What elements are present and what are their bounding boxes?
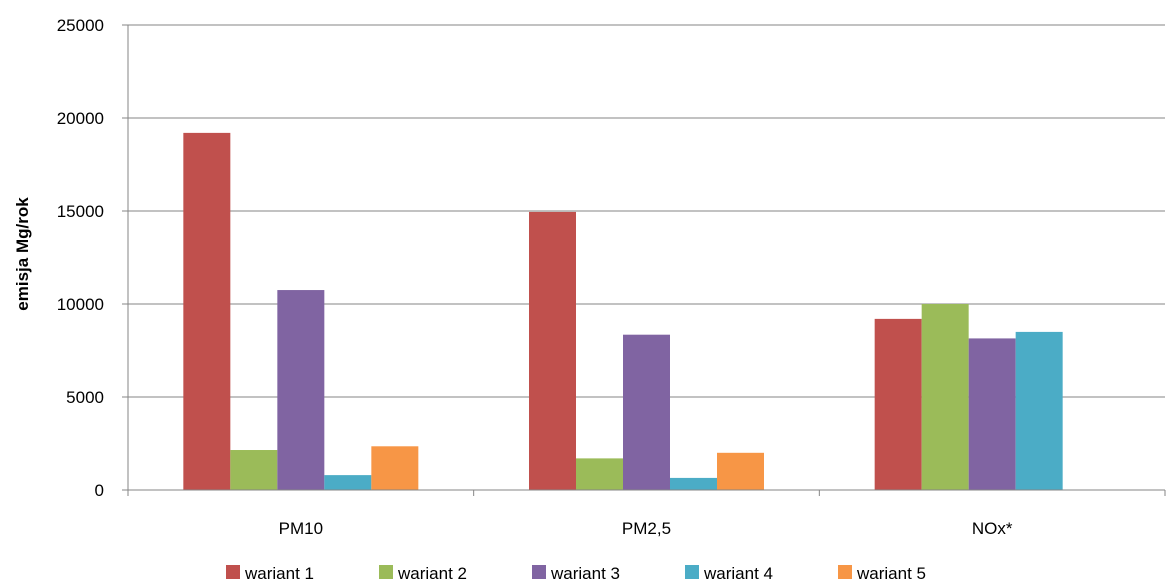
legend-label: wariant 4 <box>703 564 773 583</box>
bar <box>623 334 670 490</box>
x-category-label: PM10 <box>279 519 323 538</box>
bar <box>277 290 325 490</box>
legend-item: wariant 2 <box>379 564 467 583</box>
legend-swatch <box>685 565 699 579</box>
bar <box>874 318 922 490</box>
bar <box>529 211 576 490</box>
legend-item: wariant 3 <box>532 564 620 583</box>
legend-swatch <box>838 565 852 579</box>
legend-item: wariant 5 <box>838 564 926 583</box>
x-category-label: NOx* <box>972 519 1013 538</box>
y-tick-labels: 0 5000 10000 15000 20000 25000 <box>57 16 128 500</box>
bar <box>921 304 969 490</box>
legend-label: wariant 3 <box>550 564 620 583</box>
y-tick-label: 25000 <box>57 16 104 35</box>
legend-label: wariant 1 <box>244 564 314 583</box>
y-tick-label: 10000 <box>57 295 104 314</box>
legend-item: wariant 1 <box>226 564 314 583</box>
legend-swatch <box>226 565 240 579</box>
bar <box>1015 331 1063 490</box>
legend-label: wariant 2 <box>397 564 467 583</box>
bar <box>670 477 717 490</box>
legend: wariant 1 wariant 2 wariant 3 wariant 4 wari… <box>226 564 926 583</box>
y-tick-label: 5000 <box>66 388 104 407</box>
legend-item: wariant 4 <box>685 564 773 583</box>
legend-swatch <box>532 565 546 579</box>
x-category-labels: PM10 PM2,5 NOx* <box>279 519 1013 538</box>
y-axis-title: emisja Mg/rok <box>13 197 32 311</box>
bar <box>968 338 1016 490</box>
x-category-label: PM2,5 <box>622 519 671 538</box>
legend-swatch <box>379 565 393 579</box>
bar <box>717 452 764 490</box>
bar <box>576 458 623 490</box>
axes <box>127 25 1166 496</box>
bars <box>183 132 1063 490</box>
bar <box>230 450 278 490</box>
bar <box>371 446 419 490</box>
legend-label: wariant 5 <box>856 564 926 583</box>
y-tick-label: 20000 <box>57 109 104 128</box>
y-tick-label: 15000 <box>57 202 104 221</box>
y-tick-label: 0 <box>95 481 104 500</box>
bar <box>183 132 231 490</box>
bar <box>324 475 372 490</box>
